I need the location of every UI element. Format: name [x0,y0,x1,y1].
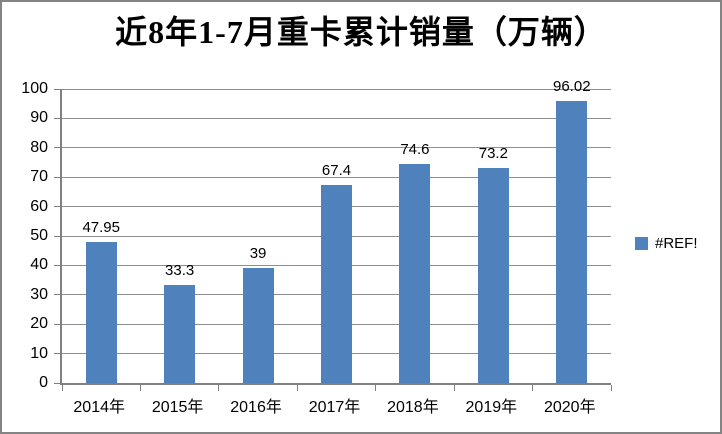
y-axis-tick-label: 50 [30,227,48,244]
x-axis-tick [139,385,141,391]
y-axis-tick-label: 10 [30,344,48,362]
x-axis-tick-label: 2019年 [465,399,518,416]
data-label: 39 [249,245,267,263]
y-axis-tick [54,117,62,119]
y-axis-tick [54,382,62,384]
x-axis-tick [453,385,455,391]
legend-swatch-icon [635,237,648,250]
x-axis-tick-label: 2016年 [230,399,282,416]
bar-2018年 [399,163,431,383]
bar-2015年 [164,285,196,383]
gridline [62,176,611,178]
y-axis-tick-label: 60 [30,197,48,215]
bar-2017年 [321,184,352,383]
y-axis-tick [54,176,62,178]
x-axis-tick-label: 2018年 [387,399,439,416]
x-axis-tick-label: 2014年 [73,399,125,416]
data-label: 33.3 [165,262,195,280]
legend: #REF! [635,235,698,252]
y-axis-tick-label: 70 [30,168,48,186]
y-axis-tick [54,88,62,90]
y-axis-tick-label: 100 [21,80,48,97]
x-axis-tick [296,385,298,391]
y-axis-tick-label: 90 [30,109,48,127]
x-axis-tick-label: 2017年 [308,399,361,416]
x-axis-tick [375,385,377,391]
x-axis-tick-label: 2020年 [543,399,596,416]
gridline [62,147,611,149]
x-axis-tick [532,385,534,391]
data-label: 47.95 [82,219,120,237]
plot-area: 47.95 33.3 39 67.4 74.6 73.2 96.02 [54,78,612,391]
x-axis-tick [61,385,63,391]
y-axis-tick-label: 40 [30,256,48,274]
bar-2019年 [477,167,509,383]
gridline [62,88,611,90]
y-axis-tick [54,294,62,296]
y-axis-tick [54,353,62,355]
bar-2016年 [242,268,274,383]
y-axis-tick-label: 30 [30,285,48,303]
y-axis-tick-label: 0 [39,374,48,391]
y-axis-tick [54,264,62,266]
gridline [62,117,611,119]
y-axis-tick-label: 80 [30,138,48,156]
data-label: 74.6 [400,140,430,158]
data-label: 96.02 [553,77,591,95]
x-axis-tick [218,385,220,391]
legend-label: #REF! [655,235,698,252]
x-axis-tick [610,385,612,391]
data-label: 73.2 [478,144,508,162]
y-axis-tick [54,323,62,325]
y-axis-tick [54,206,62,208]
bar-2014年 [85,242,117,383]
data-label: 67.4 [321,161,352,179]
y-axis-tick-label: 20 [30,315,48,333]
x-axis-tick-label: 2015年 [151,399,204,416]
y-axis-tick [54,147,62,149]
y-axis-tick [54,235,62,237]
chart-title: 近8年1-7月重卡累计销量（万辆） [115,14,607,50]
bar-2020年 [556,100,588,383]
